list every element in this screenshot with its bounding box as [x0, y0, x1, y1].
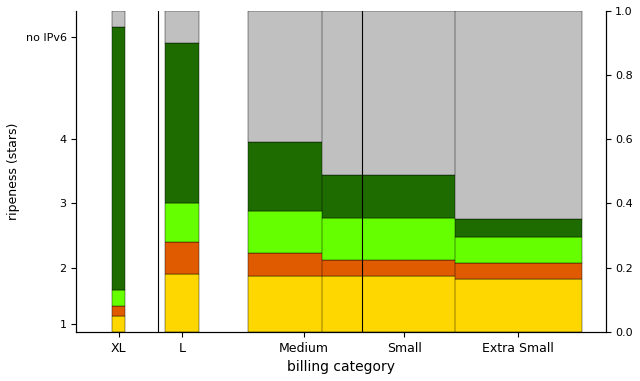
X-axis label: billing category: billing category: [287, 360, 395, 374]
Bar: [248, 11, 360, 142]
Bar: [112, 290, 125, 306]
Bar: [112, 316, 125, 332]
Bar: [112, 11, 125, 27]
Bar: [165, 203, 199, 242]
Bar: [112, 27, 125, 290]
Bar: [248, 142, 360, 211]
Bar: [323, 218, 486, 259]
Bar: [165, 274, 199, 332]
Bar: [165, 11, 199, 43]
Bar: [323, 259, 486, 275]
Bar: [454, 11, 582, 219]
Bar: [454, 237, 582, 263]
Bar: [454, 279, 582, 332]
Y-axis label: ripeness (stars): ripeness (stars): [7, 123, 20, 220]
Bar: [165, 242, 199, 274]
Bar: [323, 275, 486, 332]
Bar: [454, 263, 582, 279]
Bar: [323, 174, 486, 218]
Bar: [454, 219, 582, 237]
Bar: [165, 43, 199, 203]
Bar: [323, 11, 486, 174]
Bar: [112, 306, 125, 316]
Bar: [248, 253, 360, 275]
Bar: [248, 211, 360, 253]
Bar: [248, 275, 360, 332]
